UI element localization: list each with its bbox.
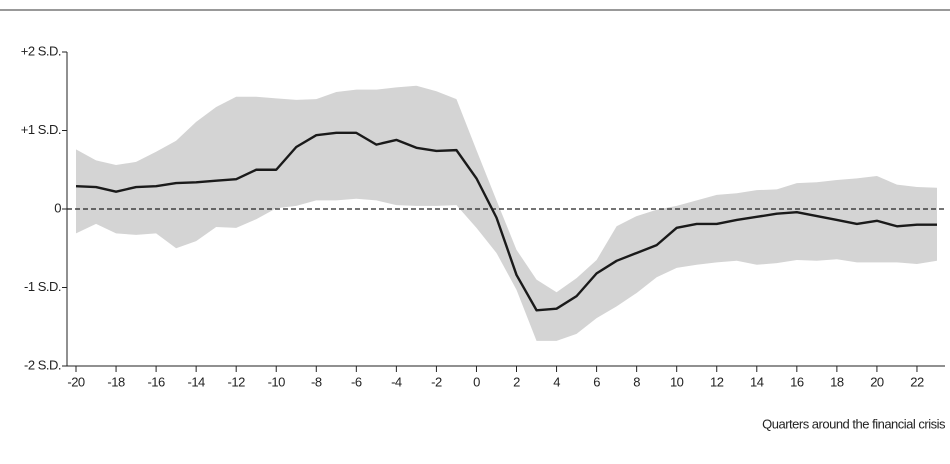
x-tick-label: 18: [830, 374, 844, 389]
x-tick-label: -12: [228, 374, 246, 389]
x-tick-label: -14: [187, 374, 205, 389]
x-tick-label: -20: [67, 374, 85, 389]
x-tick-label: 8: [633, 374, 640, 389]
y-tick-label: -1 S.D.: [24, 279, 61, 294]
x-tick-label: 0: [473, 374, 480, 389]
x-tick-label: -4: [391, 374, 402, 389]
y-tick-label: +2 S.D.: [21, 43, 61, 58]
plot: -2 S.D.-1 S.D.0+1 S.D.+2 S.D.-20 -18 -16 -1…: [21, 43, 945, 389]
x-tick-label: 12: [710, 374, 724, 389]
x-tick-label: -16: [147, 374, 165, 389]
y-tick-label: -2 S.D.: [24, 357, 61, 372]
x-tick-label: 10: [670, 374, 684, 389]
x-tick-label: -2: [431, 374, 442, 389]
x-tick-label: -8: [311, 374, 322, 389]
y-tick-label: 0: [54, 200, 61, 215]
x-tick-label: 20: [870, 374, 884, 389]
x-tick-label: 6: [593, 374, 600, 389]
band-area: [76, 85, 937, 341]
x-tick-label: -10: [268, 374, 286, 389]
x-tick-label: 22: [910, 374, 924, 389]
y-tick-label: +1 S.D.: [21, 122, 61, 137]
x-tick-label: 2: [513, 374, 520, 389]
mean-line: [75, 131, 937, 312]
x-axis-label: Quarters around the financial crisis: [762, 416, 946, 431]
x-tick-label: 14: [750, 374, 764, 389]
x-tick-label: -6: [351, 374, 362, 389]
x-tick-label: -18: [107, 374, 125, 389]
x-tick-label: 16: [790, 374, 804, 389]
x-tick-label: 4: [553, 374, 560, 389]
